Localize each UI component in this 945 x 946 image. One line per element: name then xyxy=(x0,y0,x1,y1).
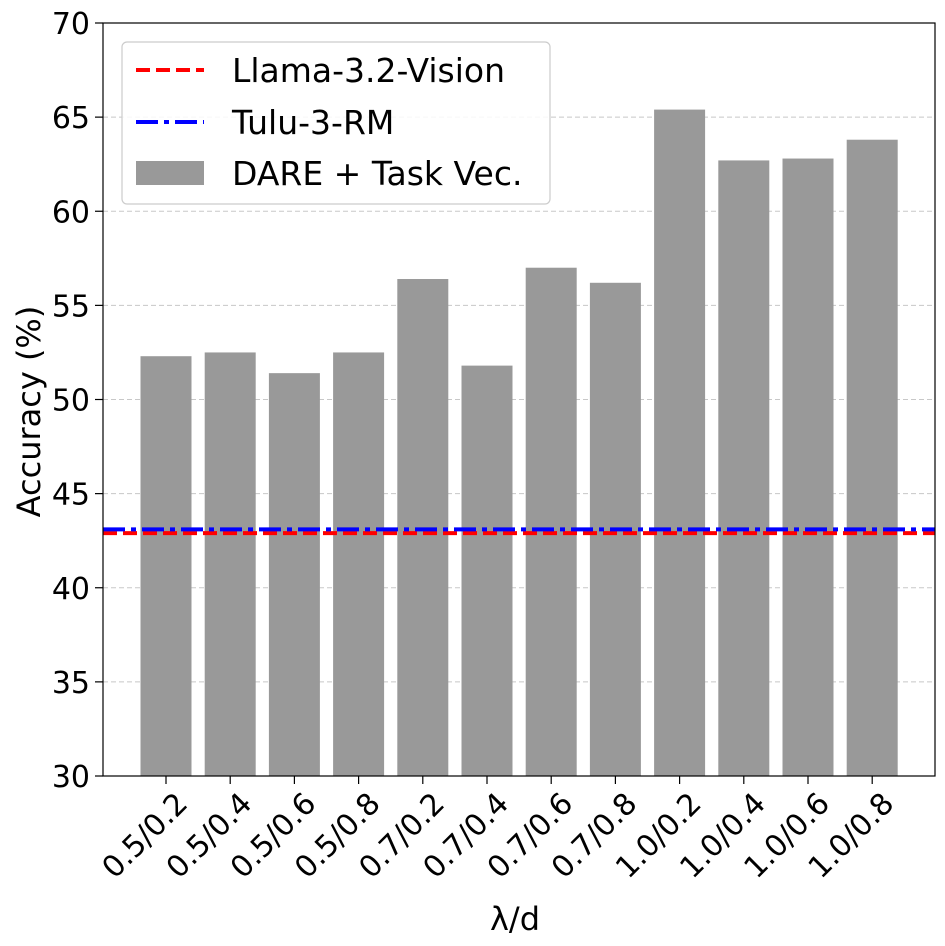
y-tick-label: 50 xyxy=(52,384,90,419)
bars xyxy=(140,109,898,777)
y-tick-label: 30 xyxy=(52,760,90,795)
y-tick-label: 35 xyxy=(52,666,90,701)
bar xyxy=(268,373,320,776)
legend: Llama-3.2-Vision Tulu-3-RM DARE + Task Vec… xyxy=(121,41,551,205)
x-axis-ticks: 0.5/0.20.5/0.40.5/0.60.5/0.80.7/0.20.7/0… xyxy=(96,776,901,886)
x-axis-label: λ/d xyxy=(490,900,540,938)
bar xyxy=(846,139,898,777)
bar xyxy=(333,352,385,776)
y-tick-label: 40 xyxy=(52,572,90,607)
legend-swatch xyxy=(136,161,204,185)
bar xyxy=(461,365,513,776)
y-axis-ticks: 30 35 40 45 50 55 60 65 70 xyxy=(52,7,103,795)
y-axis-label: Accuracy (%) xyxy=(10,306,48,518)
y-tick-label: 45 xyxy=(52,478,90,513)
bar xyxy=(204,352,256,776)
y-tick-label: 70 xyxy=(52,7,90,42)
bar xyxy=(525,267,577,776)
bar xyxy=(782,158,834,777)
legend-label: DARE + Task Vec. xyxy=(232,154,522,193)
y-tick-label: 65 xyxy=(52,101,90,136)
legend-frame xyxy=(121,41,551,205)
y-tick-label: 60 xyxy=(52,195,90,230)
y-tick-label: 55 xyxy=(52,289,90,324)
bar xyxy=(718,160,770,777)
bar xyxy=(654,109,706,777)
reference-lines xyxy=(103,527,935,536)
bar xyxy=(140,356,192,776)
legend-label: Llama-3.2-Vision xyxy=(232,51,505,90)
legend-label: Tulu-3-RM xyxy=(231,103,394,142)
